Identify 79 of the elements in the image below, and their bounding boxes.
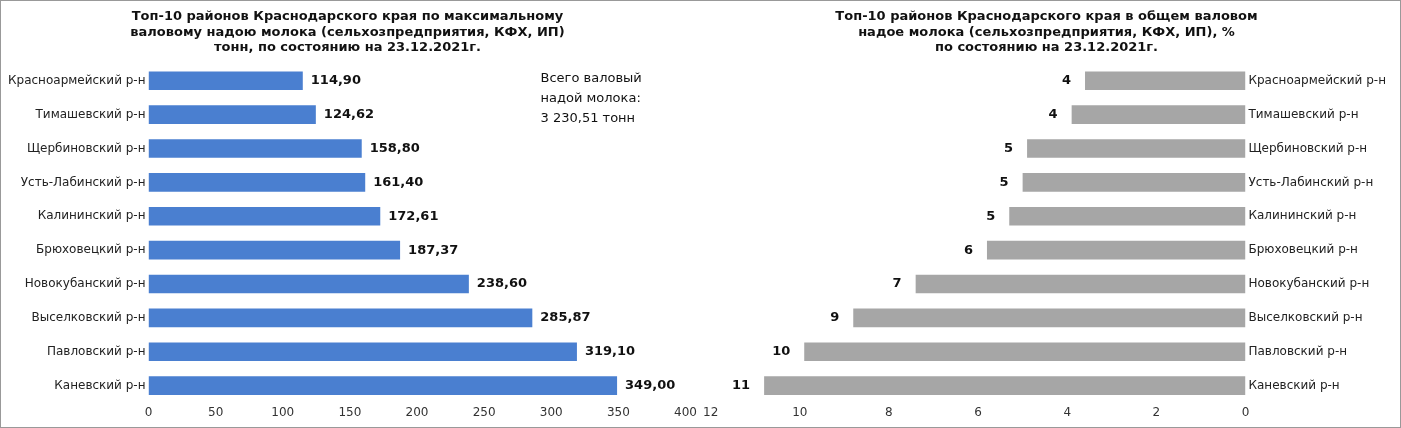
bar xyxy=(148,71,303,91)
bar xyxy=(1009,206,1246,226)
y-tick-label: Павловский р-н xyxy=(46,343,146,358)
bar xyxy=(148,342,577,362)
y-tick-label: Усть-Лабинский р-н xyxy=(1248,174,1374,189)
data-label: 7 xyxy=(892,275,902,291)
data-label: 238,60 xyxy=(476,275,528,291)
data-label: 11 xyxy=(732,377,751,393)
data-label: 285,87 xyxy=(540,309,591,325)
x-tick-label: 50 xyxy=(208,404,224,419)
x-tick-label: 200 xyxy=(405,404,429,419)
y-tick-label: Каневский р-н xyxy=(1248,377,1340,392)
data-label: 4 xyxy=(1061,72,1072,88)
y-tick-label: Новокубанский р-н xyxy=(1248,276,1370,291)
data-label: 10 xyxy=(772,343,791,359)
data-label: 5 xyxy=(1004,139,1014,155)
y-tick-label: Выселковский р-н xyxy=(31,310,146,325)
x-tick-label: 100 xyxy=(271,404,295,419)
data-label: 4 xyxy=(1048,106,1058,121)
bar xyxy=(148,105,316,124)
bar xyxy=(148,206,381,226)
bar xyxy=(1022,173,1246,192)
y-tick-label: Щербиновский р-н xyxy=(26,140,146,155)
y-tick-label: Щербиновский р-н xyxy=(1248,140,1368,155)
x-tick-label: 150 xyxy=(338,404,362,419)
annotation: Всего валовый надой молока: 3 230,51 тонн xyxy=(540,69,642,125)
x-tick-label: 4 xyxy=(1063,404,1072,419)
data-label: 124,62 xyxy=(323,106,375,121)
x-tick-label: 300 xyxy=(539,404,563,419)
y-tick-label: Калининский р-н xyxy=(1248,208,1357,223)
bar xyxy=(148,308,533,328)
y-tick-label: Выселковский р-н xyxy=(1248,310,1363,325)
bar xyxy=(1071,105,1246,124)
y-tick-label: Павловский р-н xyxy=(1248,343,1348,358)
bar xyxy=(148,240,401,260)
x-tick-label: 2 xyxy=(1152,404,1161,419)
data-label: 6 xyxy=(963,241,973,257)
x-tick-label: 250 xyxy=(472,404,496,419)
y-tick-label: Тимашевский р-н xyxy=(34,106,146,121)
x-tick-label: 0 xyxy=(144,404,153,419)
x-tick-label: 12 xyxy=(702,404,719,419)
bar xyxy=(1085,71,1246,91)
data-label: 5 xyxy=(999,173,1009,189)
y-tick-label: Красноармейский р-н xyxy=(8,72,146,87)
bar xyxy=(148,274,469,294)
data-label: 9 xyxy=(830,309,840,325)
x-tick-label: 0 xyxy=(1241,404,1250,419)
y-tick-label: Каневский р-н xyxy=(54,377,146,392)
data-label: 161,40 xyxy=(373,173,424,189)
bar xyxy=(148,139,362,158)
x-tick-label: 10 xyxy=(792,404,808,419)
x-tick-label: 8 xyxy=(885,404,893,419)
chart-title: Топ-10 районов Краснодарского края в общем валовом надое молока (сельхозпредприятия, КФХ, ИП), % по состоянию на 23.12.2021г. xyxy=(835,8,1258,55)
bar xyxy=(148,376,618,395)
bar xyxy=(764,376,1246,395)
y-tick-label: Усть-Лабинский р-н xyxy=(20,174,146,189)
x-tick-label: 400 xyxy=(674,404,697,419)
x-tick-label: 350 xyxy=(606,404,630,419)
y-tick-label: Брюховецкий р-н xyxy=(1248,242,1358,257)
bar xyxy=(1027,139,1246,158)
bar xyxy=(915,274,1246,294)
bar xyxy=(986,240,1246,260)
y-tick-label: Калининский р-н xyxy=(37,208,146,223)
data-label: 187,37 xyxy=(408,241,459,257)
data-label: 319,10 xyxy=(584,343,636,359)
y-tick-label: Тимашевский р-н xyxy=(1247,106,1359,121)
data-label: 349,00 xyxy=(625,377,676,393)
data-label: 5 xyxy=(986,207,996,223)
data-label: 158,80 xyxy=(369,139,420,155)
data-label: 172,61 xyxy=(388,207,439,223)
data-label: 114,90 xyxy=(310,72,361,88)
bar xyxy=(148,173,366,192)
y-tick-label: Красноармейский р-н xyxy=(1248,72,1386,87)
y-tick-label: Новокубанский р-н xyxy=(24,276,146,291)
bar xyxy=(853,308,1246,328)
y-tick-label: Брюховецкий р-н xyxy=(36,242,146,257)
chart-title: Топ-10 районов Краснодарского края по максимальному валовому надою молока (сельхозпредприятия, КФХ, ИП) тонн, по состоянию на 23.12.2021г. xyxy=(130,8,565,55)
bar xyxy=(804,342,1246,362)
x-tick-label: 6 xyxy=(974,404,982,419)
